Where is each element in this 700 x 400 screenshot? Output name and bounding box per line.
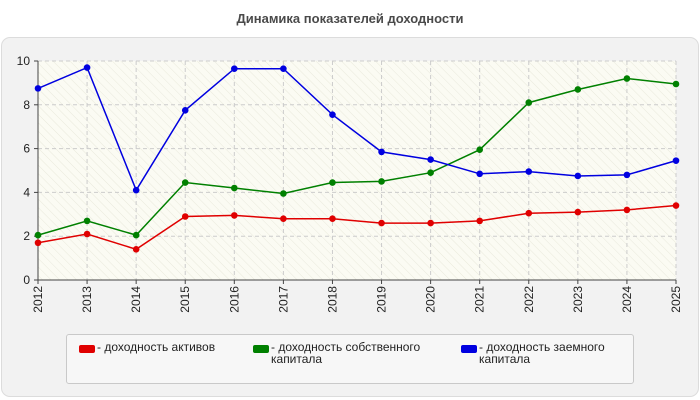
- y-tick-label: 0: [23, 273, 30, 287]
- x-tick-label: 2014: [129, 286, 143, 313]
- data-point-0-1: [83, 230, 91, 238]
- data-point-0-8: [427, 219, 434, 227]
- y-tick-label: 6: [23, 142, 30, 156]
- data-point-1-0: [34, 231, 42, 239]
- data-point-2-5: [280, 65, 287, 72]
- y-tick-label: 10: [17, 54, 31, 68]
- chart-legend: - доходность активов - доходность собств…: [66, 334, 634, 384]
- data-point-1-3: [181, 179, 189, 186]
- data-point-0-3: [181, 213, 189, 220]
- data-point-2-8: [427, 156, 434, 163]
- data-point-2-7: [378, 148, 385, 156]
- series-line-1: [37, 77, 677, 236]
- data-point-2-10: [525, 168, 533, 175]
- legend-label-equity: - доходность собственного капитала: [271, 340, 421, 366]
- series-line-2: [37, 66, 677, 192]
- x-tick-label: 2015: [178, 286, 192, 313]
- data-point-2-12: [623, 171, 631, 179]
- x-tick-label: 2019: [375, 286, 389, 313]
- x-tick-label: 2012: [31, 286, 45, 313]
- data-point-0-7: [378, 219, 385, 227]
- data-point-1-6: [329, 179, 336, 186]
- data-point-0-2: [132, 246, 140, 253]
- data-point-0-5: [280, 215, 287, 222]
- legend-label-debt: - доходность заемного капитала: [479, 340, 605, 366]
- data-point-1-13: [672, 80, 680, 88]
- y-tick-label: 8: [23, 98, 30, 112]
- data-point-1-8: [427, 169, 434, 176]
- x-tick-label: 2018: [325, 286, 339, 313]
- x-tick-label: 2023: [571, 286, 585, 313]
- x-tick-label: 2016: [227, 286, 241, 313]
- data-point-2-2: [132, 186, 140, 194]
- legend-swatch-equity: [253, 345, 269, 353]
- data-point-1-9: [476, 146, 483, 153]
- legend-swatch-debt: [461, 345, 477, 353]
- data-point-1-4: [231, 184, 238, 192]
- data-point-1-5: [280, 190, 287, 197]
- y-tick-label: 4: [23, 185, 30, 199]
- data-point-2-6: [329, 111, 336, 118]
- data-point-2-9: [476, 170, 483, 178]
- x-tick-label: 2021: [473, 286, 487, 313]
- data-point-2-1: [83, 64, 91, 71]
- data-point-0-9: [476, 217, 483, 225]
- x-tick-label: 2022: [522, 286, 536, 313]
- x-tick-label: 2025: [669, 286, 683, 313]
- x-tick-label: 2024: [620, 286, 634, 313]
- data-point-1-1: [83, 217, 91, 225]
- chart-title: Динамика показателей доходности: [236, 11, 464, 26]
- legend-label-assets: - доходность активов: [97, 340, 216, 354]
- data-point-0-11: [574, 208, 582, 216]
- data-point-2-13: [672, 157, 680, 164]
- series-line-0: [37, 204, 677, 251]
- data-point-1-7: [378, 178, 385, 185]
- data-point-2-0: [34, 85, 42, 92]
- data-point-0-4: [231, 212, 238, 219]
- data-point-1-11: [574, 86, 582, 93]
- data-point-0-6: [329, 215, 336, 222]
- data-point-2-3: [181, 106, 189, 114]
- data-point-2-11: [574, 172, 582, 180]
- data-point-0-13: [672, 202, 680, 209]
- data-point-2-4: [231, 65, 238, 72]
- x-tick-label: 2017: [276, 286, 290, 313]
- data-point-0-10: [525, 209, 533, 217]
- data-point-0-0: [34, 239, 42, 247]
- x-tick-label: 2013: [80, 286, 94, 313]
- data-point-0-12: [623, 206, 631, 214]
- legend-swatch-assets: [79, 345, 95, 353]
- data-point-1-2: [132, 231, 140, 239]
- data-point-1-10: [525, 99, 533, 106]
- y-tick-label: 2: [23, 229, 30, 243]
- x-tick-label: 2020: [424, 286, 438, 313]
- data-point-1-12: [623, 75, 631, 82]
